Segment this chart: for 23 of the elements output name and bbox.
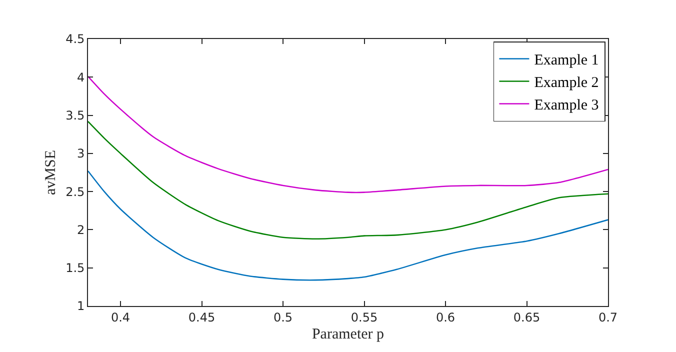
x-tick-label: 0.5 (273, 310, 293, 324)
x-tick-label: 0.45 (188, 310, 216, 324)
y-axis-title: avMSE (42, 150, 59, 195)
y-tick-label: 3 (77, 146, 85, 161)
y-tick-label: 1 (77, 299, 85, 314)
legend-label: Example 3 (534, 98, 599, 114)
legend-label: Example 1 (534, 52, 599, 69)
y-tick-label: 1.5 (66, 261, 85, 276)
legend-label: Example 2 (534, 75, 599, 92)
x-axis-title: Parameter p (312, 326, 384, 342)
y-tick-label: 4 (77, 70, 85, 84)
y-tick-label: 4.5 (66, 32, 85, 46)
x-tick-label: 0.7 (598, 310, 618, 324)
line-series (88, 170, 608, 281)
line-series (88, 76, 608, 194)
x-tick-label: 0.55 (350, 310, 378, 324)
x-tick-label: 0.4 (110, 310, 130, 324)
y-tick-label: 2 (77, 222, 85, 237)
x-tick-label: 0.65 (513, 310, 540, 324)
y-tick-label: 2.5 (66, 184, 85, 199)
line-series (88, 120, 608, 240)
x-tick-label: 0.6 (436, 310, 456, 324)
y-tick-label: 3.5 (66, 108, 85, 122)
